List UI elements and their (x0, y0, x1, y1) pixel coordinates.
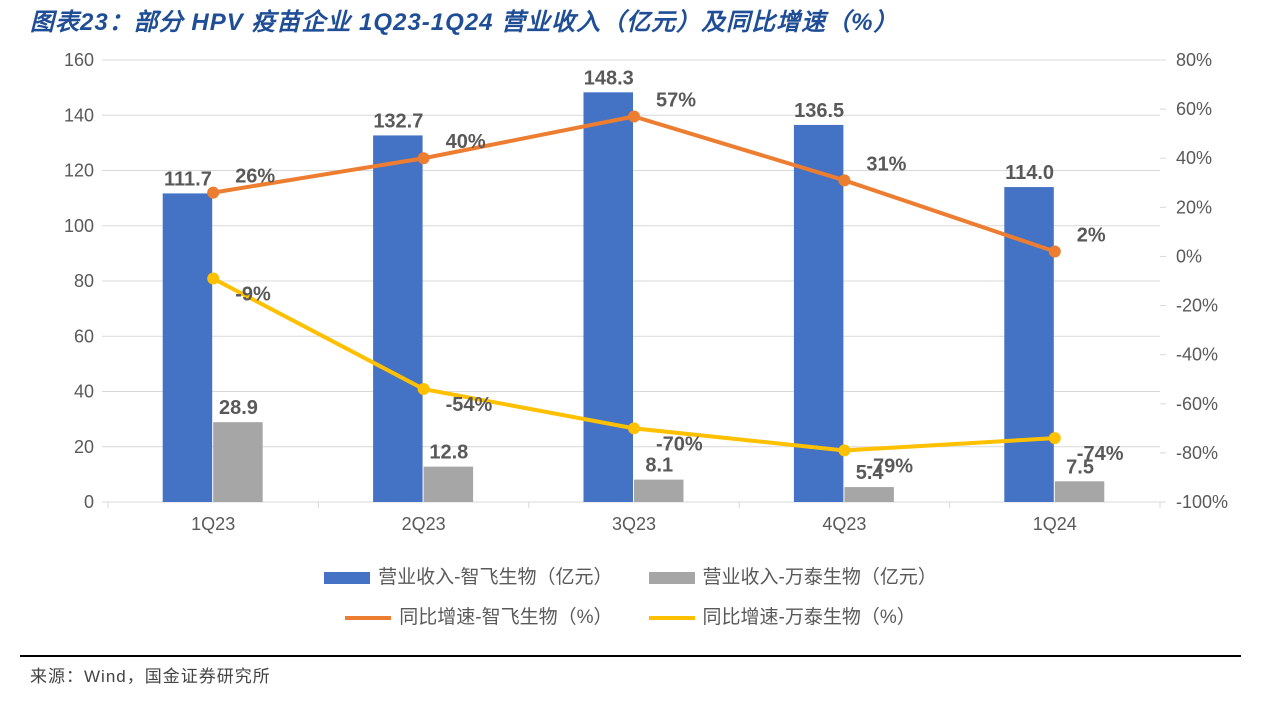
bar-rev_wantai (424, 467, 473, 502)
svg-text:160: 160 (64, 50, 94, 70)
marker-yoy_wantai (418, 383, 430, 395)
legend-label: 同比增速-万泰生物（%） (703, 600, 916, 636)
bar-label-rev_wantai: 28.9 (219, 397, 258, 419)
marker-yoy_wantai (1049, 432, 1061, 444)
svg-text:20: 20 (74, 437, 94, 457)
svg-text:40%: 40% (1176, 148, 1212, 168)
svg-text:-100%: -100% (1176, 492, 1228, 512)
svg-text:-60%: -60% (1176, 394, 1218, 414)
svg-text:1Q24: 1Q24 (1033, 514, 1077, 534)
line-label-yoy_zhifei: 2% (1077, 225, 1106, 247)
marker-yoy_zhifei (628, 110, 640, 122)
svg-text:-20%: -20% (1176, 296, 1218, 316)
bar-label-rev_zhifei: 136.5 (794, 100, 844, 122)
svg-text:0: 0 (84, 492, 94, 512)
bar-rev_zhifei (163, 193, 212, 502)
legend-item-rev_wantai: 营业收入-万泰生物（亿元） (649, 560, 937, 596)
bar-rev_zhifei (373, 135, 422, 502)
svg-text:3Q23: 3Q23 (612, 514, 656, 534)
marker-yoy_wantai (838, 444, 850, 456)
svg-text:-80%: -80% (1176, 443, 1218, 463)
svg-text:80%: 80% (1176, 50, 1212, 70)
legend-item-yoy_zhifei: 同比增速-智飞生物（%） (345, 600, 612, 636)
svg-text:120: 120 (64, 161, 94, 181)
bar-label-rev_zhifei: 148.3 (584, 67, 634, 89)
svg-text:100: 100 (64, 216, 94, 236)
bar-rev_wantai (844, 487, 893, 502)
svg-text:40: 40 (74, 382, 94, 402)
source-text: 来源：Wind，国金证券研究所 (30, 662, 271, 687)
line-label-yoy_zhifei: 57% (656, 89, 696, 111)
legend-row: 营业收入-智飞生物（亿元） 营业收入-万泰生物（亿元） (0, 560, 1261, 597)
marker-yoy_wantai (207, 273, 219, 285)
svg-text:60%: 60% (1176, 99, 1212, 119)
bar-label-rev_wantai: 12.8 (429, 442, 468, 464)
bar-label-rev_zhifei: 132.7 (373, 110, 423, 132)
legend-row: 同比增速-智飞生物（%） 同比增速-万泰生物（%） (0, 597, 1261, 636)
bar-rev_zhifei (1004, 187, 1053, 502)
svg-text:1Q23: 1Q23 (191, 514, 235, 534)
line-label-yoy_wantai: -54% (446, 394, 493, 416)
legend-label: 营业收入-智飞生物（亿元） (378, 560, 612, 596)
legend-label: 同比增速-智飞生物（%） (399, 600, 612, 636)
legend-swatch-line (345, 616, 391, 620)
bar-rev_wantai (213, 422, 262, 502)
svg-text:4Q23: 4Q23 (822, 514, 866, 534)
line-label-yoy_zhifei: 26% (235, 166, 275, 188)
svg-text:-40%: -40% (1176, 345, 1218, 365)
line-label-yoy_wantai: -74% (1077, 443, 1124, 465)
bar-rev_zhifei (584, 92, 633, 502)
bar-label-rev_zhifei: 111.7 (164, 168, 212, 190)
legend-swatch-line (649, 616, 695, 620)
svg-text:2Q23: 2Q23 (402, 514, 446, 534)
svg-text:80: 80 (74, 271, 94, 291)
svg-text:60: 60 (74, 326, 94, 346)
line-label-yoy_wantai: -70% (656, 433, 703, 455)
marker-yoy_zhifei (1049, 246, 1061, 258)
legend-label: 营业收入-万泰生物（亿元） (703, 560, 937, 596)
marker-yoy_wantai (628, 422, 640, 434)
legend-swatch-bar (324, 572, 370, 584)
legend-swatch-bar (649, 572, 695, 584)
svg-text:20%: 20% (1176, 197, 1212, 217)
line-label-yoy_zhifei: 31% (866, 153, 906, 175)
chart-title: 图表23：部分 HPV 疫苗企业 1Q23-1Q24 营业收入（亿元）及同比增速… (30, 2, 898, 37)
legend-item-rev_zhifei: 营业收入-智飞生物（亿元） (324, 560, 612, 596)
divider-line (20, 655, 1241, 657)
bar-rev_wantai (634, 480, 683, 502)
bar-label-rev_wantai: 8.1 (645, 455, 673, 477)
chart-legend: 营业收入-智飞生物（亿元）营业收入-万泰生物（亿元）同比增速-智飞生物（%）同比… (0, 560, 1261, 636)
legend-item-yoy_wantai: 同比增速-万泰生物（%） (649, 600, 916, 636)
line-label-yoy_wantai: -79% (866, 455, 913, 477)
marker-yoy_zhifei (207, 187, 219, 199)
marker-yoy_zhifei (418, 152, 430, 164)
svg-text:140: 140 (64, 105, 94, 125)
chart-area: 0 20 40 60 80 100 120 140 160 -100% -80% -60% -40% -2… (0, 42, 1261, 602)
line-label-yoy_zhifei: 40% (446, 131, 486, 153)
figure-container: 图表23：部分 HPV 疫苗企业 1Q23-1Q24 营业收入（亿元）及同比增速… (0, 0, 1261, 706)
svg-text:0%: 0% (1176, 246, 1202, 266)
line-yoy_zhifei (213, 116, 1055, 251)
chart-svg: 0 20 40 60 80 100 120 140 160 -100% -80% -60% -40% -2… (0, 42, 1261, 542)
bar-label-rev_zhifei: 114.0 (1005, 162, 1054, 184)
bar-rev_wantai (1055, 481, 1104, 502)
line-label-yoy_wantai: -9% (235, 284, 271, 306)
marker-yoy_zhifei (838, 174, 850, 186)
